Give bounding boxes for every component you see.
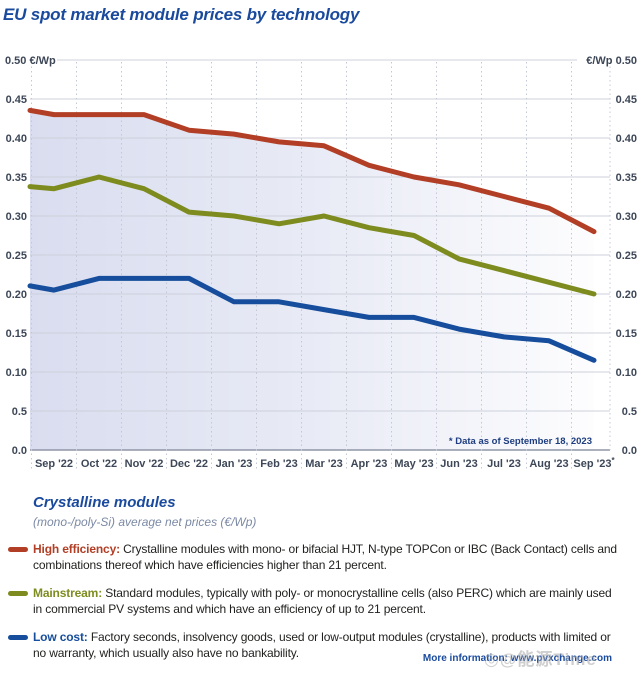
x-tick-label: Jul '23 <box>487 458 521 470</box>
x-tick-label: Sep '22 <box>35 458 73 470</box>
y-tick-label-right: 0.10 <box>616 367 637 379</box>
y-tick-label-left: 0.40 <box>6 133 27 145</box>
legend-label-low-cost: Low cost: <box>33 630 88 644</box>
shaded-area <box>30 110 594 451</box>
high-efficiency-line-swatch-icon <box>8 547 28 552</box>
gridlines <box>30 59 611 471</box>
y-tick-label-left: 0.45 <box>6 94 27 106</box>
low-cost-line-swatch-icon <box>8 635 28 640</box>
legend-entry-mainstream: Mainstream: Standard modules, typically … <box>8 586 622 617</box>
y-tick-label-left: 0.30 <box>6 211 27 223</box>
legend-label-mainstream: Mainstream: <box>33 586 103 600</box>
y-tick-label-right: 0.30 <box>616 211 637 223</box>
page-title: EU spot market module prices by technolo… <box>3 5 360 24</box>
y-tick-label-right: 0.45 <box>616 94 637 106</box>
y-tick-label-right: 0.5 <box>622 406 637 418</box>
more-info-link[interactable]: More information: www.pvxchange.com <box>422 653 612 664</box>
y-tick-label-right: 0.20 <box>616 289 637 301</box>
legend-label-high-efficiency: High efficiency: <box>33 542 120 556</box>
legend-heading: Crystalline modules <box>33 494 176 511</box>
y-tick-label-left: 0.35 <box>6 172 27 184</box>
mainstream-line-swatch-icon <box>8 591 28 596</box>
y-axis-unit-label-left: 0.50 €/Wp <box>5 55 56 67</box>
price-line-chart: 0.50 €/Wp €/Wp 0.50 0.45 0.45 0.40 0.40 0.35 0.… <box>5 55 637 471</box>
y-tick-label-right: 0.15 <box>616 328 637 340</box>
data-as-of-annotation: * Data as of September 18, 2023 <box>449 436 592 447</box>
y-tick-label-right: 0.35 <box>616 172 637 184</box>
x-tick-label: Mar '23 <box>305 458 342 470</box>
x-tick-label: Jan '23 <box>216 458 253 470</box>
y-tick-label-right: 0.0 <box>622 445 637 457</box>
x-tick-label: Feb '23 <box>260 458 297 470</box>
y-tick-label-left: 0.15 <box>6 328 27 340</box>
axis-labels: 0.50 €/Wp €/Wp 0.50 0.45 0.45 0.40 0.40 0.35 0.… <box>5 55 637 470</box>
legend-subheading: (mono-/poly-Si) average net prices (€/Wp… <box>33 515 257 529</box>
data-series-lines <box>27 107 597 363</box>
legend-entry-high-efficiency: High efficiency: Crystalline modules wit… <box>8 542 622 573</box>
x-tick-label: May '23 <box>394 458 433 470</box>
y-tick-label-left: 0.10 <box>6 367 27 379</box>
x-tick-label: Sep '23* <box>573 456 615 470</box>
y-tick-label-left: 0.25 <box>6 250 27 262</box>
legend-text-low-cost: Factory seconds, insolvency goods, used … <box>33 630 611 660</box>
y-tick-label-left: 0.20 <box>6 289 27 301</box>
line-mainstream <box>27 174 597 297</box>
y-tick-label-right: 0.40 <box>616 133 637 145</box>
legend-entry-low-cost: Low cost: Factory seconds, insolvency go… <box>8 630 622 661</box>
legend-text-high-efficiency: Crystalline modules with mono- or bifaci… <box>33 542 617 572</box>
y-axis-unit-label-right: €/Wp 0.50 <box>586 55 637 67</box>
area-fill-under-high-efficiency <box>30 110 594 451</box>
x-tick-label: Nov '22 <box>125 458 164 470</box>
x-tick-label: Jun '23 <box>440 458 477 470</box>
line-high-efficiency <box>27 107 597 235</box>
x-tick-label: Oct '22 <box>81 458 117 470</box>
y-tick-label-left: 0.0 <box>12 445 27 457</box>
legend-block: Crystalline modules (mono-/poly-Si) aver… <box>0 488 640 694</box>
x-tick-label: Apr '23 <box>351 458 388 470</box>
x-tick-label: Dec '22 <box>170 458 208 470</box>
legend-text-mainstream: Standard modules, typically with poly- o… <box>33 586 612 616</box>
y-tick-label-left: 0.5 <box>12 406 27 418</box>
x-tick-label: Aug '23 <box>529 458 568 470</box>
watermark-text: ◎@能源Time <box>484 650 597 669</box>
y-tick-label-right: 0.25 <box>616 250 637 262</box>
line-low-cost <box>27 275 597 363</box>
